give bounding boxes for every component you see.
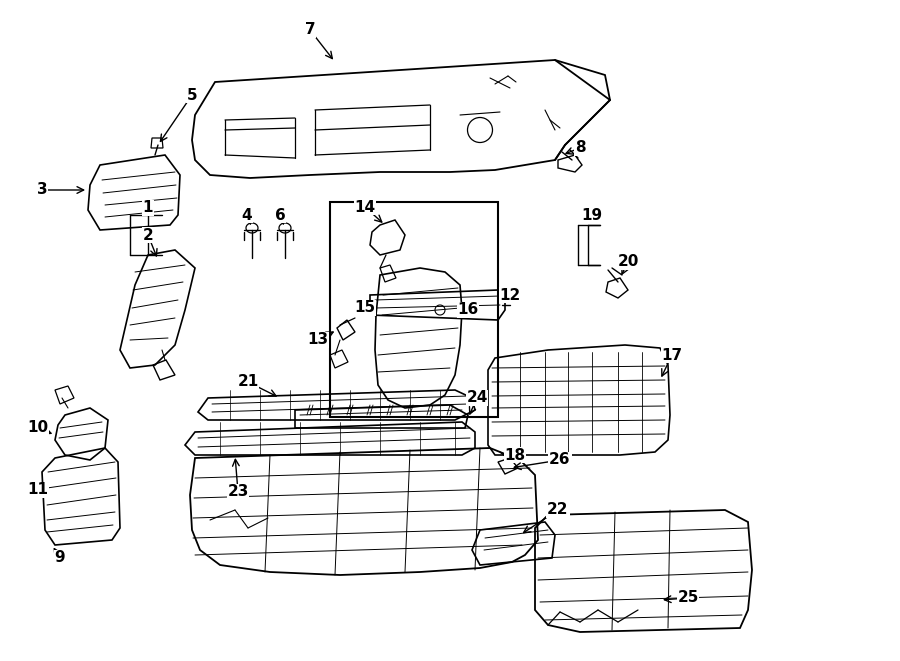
Text: 2: 2	[142, 227, 153, 243]
Text: 21: 21	[238, 375, 258, 389]
Text: 25: 25	[678, 590, 698, 605]
Text: 16: 16	[457, 303, 479, 317]
Text: 12: 12	[500, 288, 520, 303]
Text: 15: 15	[355, 301, 375, 315]
Text: 23: 23	[228, 485, 248, 500]
Text: 1: 1	[143, 200, 153, 215]
Text: 11: 11	[28, 483, 49, 498]
Text: 9: 9	[55, 551, 66, 566]
Text: 5: 5	[186, 87, 197, 102]
Text: 3: 3	[37, 182, 48, 198]
Text: 19: 19	[581, 208, 603, 223]
Text: 20: 20	[617, 254, 639, 270]
Text: 4: 4	[242, 208, 252, 223]
Text: 26: 26	[549, 453, 571, 467]
Text: 7: 7	[305, 22, 315, 38]
Text: 8: 8	[575, 141, 585, 155]
Text: 24: 24	[466, 391, 488, 405]
Text: 18: 18	[504, 447, 526, 463]
Bar	[330, 202, 498, 417]
Text: 14: 14	[355, 200, 375, 215]
Text: 22: 22	[547, 502, 569, 518]
Text: 17: 17	[662, 348, 682, 362]
Text: 13: 13	[308, 332, 328, 348]
Text: 10: 10	[27, 420, 49, 436]
Text: 6: 6	[274, 208, 285, 223]
